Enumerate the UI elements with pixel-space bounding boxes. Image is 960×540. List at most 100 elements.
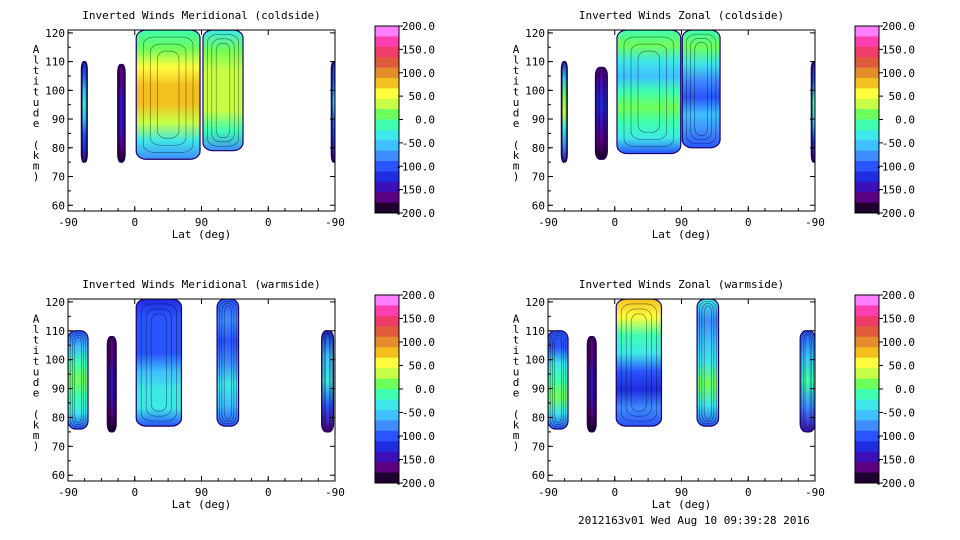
colorbar-swatch bbox=[855, 368, 879, 380]
colorbar-swatch bbox=[375, 109, 399, 120]
colorbar-tick-label: 200.0 bbox=[402, 20, 435, 33]
colorbar-swatch bbox=[855, 46, 879, 58]
colorbar-swatch bbox=[375, 441, 399, 453]
colorbar-swatch bbox=[375, 451, 399, 463]
colorbar-swatch bbox=[375, 98, 399, 110]
contour-region bbox=[106, 335, 117, 433]
colorbar-swatch bbox=[375, 46, 399, 58]
contour-data bbox=[560, 30, 815, 163]
colorbar-swatch bbox=[375, 378, 399, 390]
contour-region bbox=[321, 330, 335, 433]
contour-region bbox=[799, 330, 815, 433]
contour-line bbox=[596, 68, 607, 159]
colorbar-swatch bbox=[855, 67, 879, 79]
colorbar-swatch bbox=[855, 161, 879, 172]
x-axis-label: Lat (deg) bbox=[172, 498, 232, 511]
colorbar-tick-label: 100.0 bbox=[402, 67, 435, 80]
colorbar-swatch bbox=[855, 98, 879, 110]
contour-region bbox=[594, 66, 608, 160]
contour-region bbox=[68, 330, 89, 430]
contour-line bbox=[690, 38, 713, 140]
y-tick-label: 70 bbox=[532, 440, 545, 453]
colorbar-tick-label: -100.0 bbox=[395, 160, 435, 173]
colorbar-tick-label: 50.0 bbox=[889, 360, 916, 373]
colorbar-tick-label: -150.0 bbox=[875, 184, 915, 197]
contour-line bbox=[142, 36, 194, 153]
colorbar-swatch bbox=[855, 77, 879, 89]
x-tick-label: -90 bbox=[58, 486, 78, 499]
colorbar-swatch bbox=[855, 409, 879, 421]
contour-line bbox=[630, 43, 668, 140]
contour-data bbox=[68, 299, 335, 433]
chart-title: Inverted Winds Zonal (coldside) bbox=[579, 9, 784, 22]
colorbar: 200.0 150.0 100.0 50.0 0.0 -50.0 -100.0 -150.0 -… bbox=[374, 20, 435, 220]
colorbar-swatch bbox=[375, 347, 399, 359]
y-tick-label: 80 bbox=[52, 411, 65, 424]
contour-line bbox=[109, 339, 114, 430]
colorbar-swatch bbox=[855, 150, 879, 162]
x-tick-label: -90 bbox=[805, 486, 825, 499]
contour-line bbox=[803, 333, 813, 429]
colorbar-swatch bbox=[855, 399, 879, 411]
y-tick-label: 110 bbox=[525, 325, 545, 338]
contour-line bbox=[599, 70, 604, 156]
contour-line bbox=[701, 303, 715, 422]
colorbar-swatch bbox=[375, 77, 399, 89]
chart-title: Inverted Winds Meridional (coldside) bbox=[82, 9, 320, 22]
chart-title: Inverted Winds Zonal (warmside) bbox=[579, 278, 784, 291]
contour-line bbox=[561, 61, 567, 162]
colorbar-swatch bbox=[375, 161, 399, 172]
contour-line bbox=[207, 34, 239, 147]
x-tick-label: -90 bbox=[58, 216, 78, 229]
contour-line bbox=[703, 305, 712, 420]
x-tick-label: -90 bbox=[325, 486, 345, 499]
colorbar-swatch bbox=[375, 389, 399, 400]
x-tick-label: 0 bbox=[265, 486, 272, 499]
x-tick-label: 0 bbox=[745, 216, 752, 229]
colorbar-swatch bbox=[855, 336, 879, 348]
x-tick-label: 0 bbox=[265, 216, 272, 229]
x-axis-label: Lat (deg) bbox=[652, 498, 712, 511]
colorbar-swatch bbox=[375, 326, 399, 338]
colorbar-tick-label: -150.0 bbox=[395, 454, 435, 467]
colorbar-swatch bbox=[855, 171, 879, 183]
contour-region bbox=[202, 30, 244, 152]
colorbar-swatch bbox=[855, 57, 879, 69]
x-tick-label: 0 bbox=[745, 486, 752, 499]
contour-line bbox=[145, 308, 172, 417]
y-tick-label: 70 bbox=[52, 440, 65, 453]
colorbar-swatch bbox=[375, 150, 399, 162]
colorbar-swatch bbox=[855, 192, 879, 204]
x-tick-label: 0 bbox=[611, 216, 618, 229]
colorbar-tick-label: -50.0 bbox=[402, 407, 435, 420]
contour-region bbox=[615, 299, 663, 427]
contour-line bbox=[221, 303, 235, 422]
contour-line bbox=[150, 313, 167, 412]
chart-title: Inverted Winds Meridional (warmside) bbox=[82, 278, 320, 291]
colorbar-swatch bbox=[855, 462, 879, 474]
colorbar-swatch bbox=[375, 140, 399, 152]
colorbar-swatch bbox=[855, 26, 879, 37]
contour-line bbox=[804, 335, 811, 428]
contour-line bbox=[323, 333, 332, 430]
colorbar-swatch bbox=[855, 36, 879, 48]
y-tick-label: 110 bbox=[525, 56, 545, 69]
contour-region bbox=[216, 299, 240, 427]
chart-panel-4: Inverted Winds Zonal (warmside) 60 70 80 90 1… bbox=[513, 278, 915, 511]
colorbar-swatch bbox=[855, 347, 879, 359]
x-tick-label: 0 bbox=[131, 216, 138, 229]
colorbar-swatch bbox=[855, 202, 879, 214]
colorbar-swatch bbox=[375, 202, 399, 214]
contour-line bbox=[552, 334, 564, 425]
y-tick-label: 120 bbox=[45, 296, 65, 309]
colorbar-tick-label: -100.0 bbox=[395, 430, 435, 443]
colorbar-swatch bbox=[375, 295, 399, 306]
colorbar-swatch bbox=[375, 36, 399, 48]
colorbar-swatch bbox=[855, 420, 879, 432]
colorbar-tick-label: 100.0 bbox=[402, 336, 435, 349]
chart-panel-2: Inverted Winds Zonal (coldside) 60 70 80 90 1… bbox=[513, 9, 915, 241]
colorbar-tick-label: -150.0 bbox=[875, 454, 915, 467]
contour-region bbox=[696, 299, 720, 427]
